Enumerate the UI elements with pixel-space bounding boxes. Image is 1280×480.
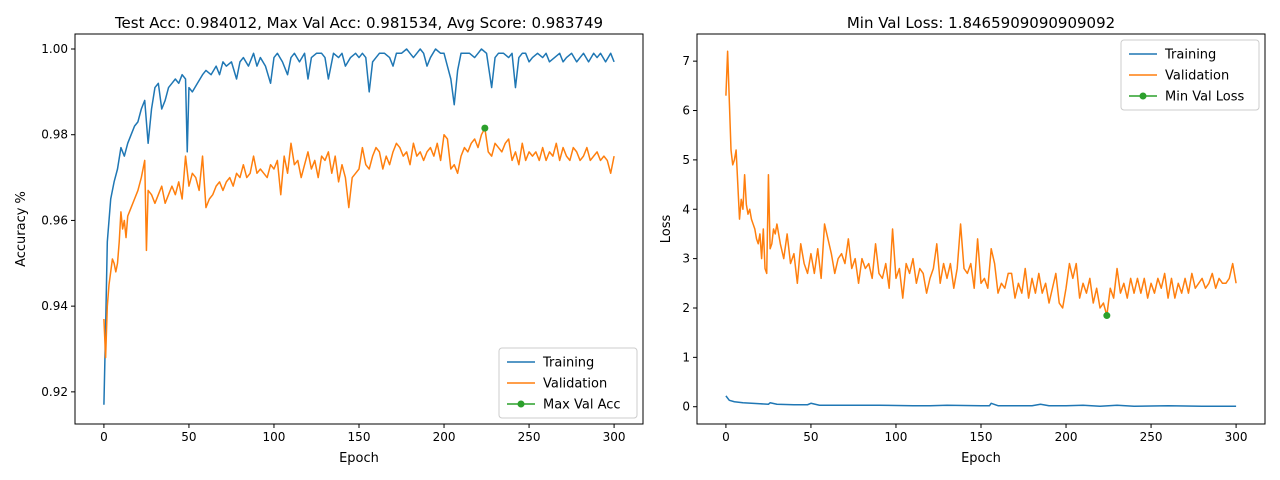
x-axis-label: Epoch	[339, 451, 379, 466]
x-tick-label: 0	[722, 430, 730, 444]
chart-panel-1: Test Acc: 0.984012, Max Val Acc: 0.98153…	[14, 14, 644, 466]
y-tick-label: 6	[682, 104, 690, 118]
x-tick-label: 150	[970, 430, 993, 444]
y-tick-label: 1	[682, 350, 690, 364]
y-tick-label: 0	[682, 400, 690, 414]
x-tick-label: 50	[181, 430, 196, 444]
x-tick-label: 150	[348, 430, 371, 444]
legend-box	[498, 347, 638, 419]
x-tick-label: 300	[1225, 430, 1248, 444]
chart-title: Min Val Loss: 1.8465909090909092	[847, 14, 1115, 32]
y-tick-label: 7	[682, 54, 690, 68]
y-tick-label: 4	[682, 202, 690, 216]
series-line-training	[103, 48, 615, 405]
y-axis-label: Loss	[659, 215, 674, 244]
y-tick-label: 1.00	[41, 42, 68, 56]
y-tick-label: 0.94	[41, 299, 68, 313]
legend: Training Validation Max Val Acc	[498, 347, 638, 419]
x-tick-label: 100	[263, 430, 286, 444]
legend-entry: Min Val Loss	[1165, 90, 1245, 105]
x-tick-label: 250	[518, 430, 541, 444]
y-tick-label: 2	[682, 301, 690, 315]
x-tick-label: 0	[100, 430, 108, 444]
legend-entry: Validation	[543, 377, 607, 392]
x-tick-label: 200	[433, 430, 456, 444]
y-tick-label: 3	[682, 252, 690, 266]
x-tick-label: 100	[885, 430, 908, 444]
series-line-validation	[103, 127, 615, 359]
series-line-validation	[725, 50, 1237, 317]
series-line-training	[725, 395, 1237, 407]
legend-entry: Max Val Acc	[543, 398, 621, 413]
legend: Training Validation Min Val Loss	[1120, 39, 1260, 111]
x-axis-label: Epoch	[961, 451, 1001, 466]
marker-point	[1103, 312, 1111, 320]
y-tick-label: 0.92	[41, 385, 68, 399]
y-tick-label: 5	[682, 153, 690, 167]
y-tick-label: 0.98	[41, 128, 68, 142]
x-tick-label: 200	[1055, 430, 1078, 444]
y-tick-label: 0.96	[41, 213, 68, 227]
x-tick-label: 300	[603, 430, 626, 444]
legend-box	[1120, 39, 1260, 111]
legend-marker	[1139, 92, 1147, 100]
x-tick-label: 250	[1140, 430, 1163, 444]
x-tick-label: 50	[803, 430, 818, 444]
legend-entry: Training	[1164, 48, 1216, 63]
chart-title: Test Acc: 0.984012, Max Val Acc: 0.98153…	[114, 14, 603, 32]
y-axis-label: Accuracy %	[14, 191, 29, 267]
marker-point	[481, 124, 489, 132]
legend-entry: Training	[542, 356, 594, 371]
legend-entry: Validation	[1165, 69, 1229, 84]
legend-marker	[517, 400, 525, 408]
